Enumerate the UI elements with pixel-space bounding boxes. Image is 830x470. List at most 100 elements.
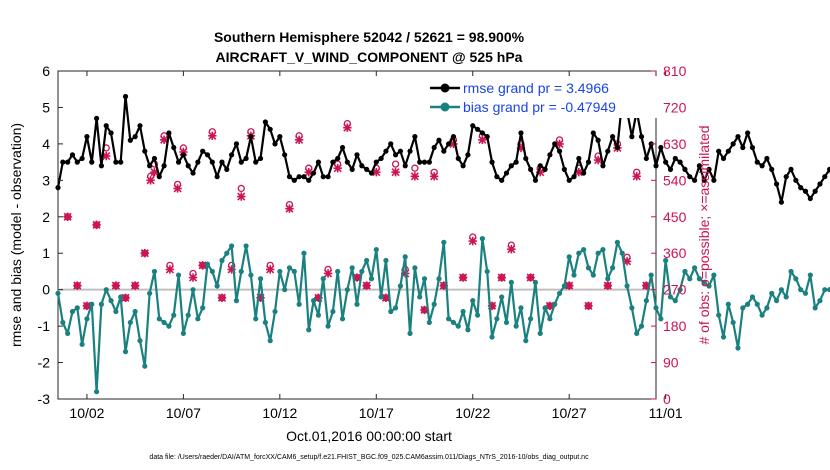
bias-point <box>494 316 500 322</box>
obs-assimilated-point <box>179 147 188 157</box>
bias-point <box>224 250 230 256</box>
rmse-point <box>503 170 510 176</box>
bias-point <box>822 287 828 293</box>
bias-point <box>108 298 114 304</box>
bias-point <box>542 305 548 311</box>
bias-point <box>581 246 587 253</box>
bias-point <box>243 243 249 249</box>
rmse-point <box>301 174 307 180</box>
bias-point <box>127 319 133 326</box>
bias-point <box>508 279 514 285</box>
bias-point <box>614 239 621 245</box>
data-file-footnote: data file: /Users/raeder/DAI/ATM_forcXX/… <box>149 454 589 461</box>
bias-point <box>359 268 365 275</box>
rmse-point <box>383 148 389 154</box>
bias-point <box>238 268 244 275</box>
bias-point <box>171 312 177 318</box>
bias-point <box>716 312 722 318</box>
bias-point <box>783 294 789 300</box>
bias-point <box>417 294 423 300</box>
bias-point <box>286 265 293 271</box>
obs-assimilated-point <box>564 281 574 290</box>
bias-point <box>561 283 567 289</box>
rmse-point <box>450 134 457 140</box>
rmse-point <box>711 177 717 183</box>
rmse-point <box>426 159 432 165</box>
rmse-point <box>807 195 813 202</box>
obs-assimilated-point <box>536 168 545 177</box>
bias-point <box>812 305 818 311</box>
rmse-point <box>142 148 148 154</box>
bias-point <box>257 276 264 282</box>
obs-assimilated-point <box>497 273 506 282</box>
bias-point <box>455 323 461 329</box>
rmse-point <box>455 155 461 162</box>
obs-assimilated-point <box>526 273 535 282</box>
rmse-point <box>417 159 423 165</box>
rmse-point <box>214 174 220 180</box>
rmse-point <box>171 144 177 151</box>
rmse-point <box>69 152 76 158</box>
bias-point <box>470 298 476 304</box>
rmse-point <box>286 174 293 180</box>
obs-assimilated-point <box>198 261 207 270</box>
bias-point <box>335 268 341 275</box>
y-tick-label: -3 <box>38 391 51 407</box>
obs-assimilated-point <box>82 301 92 311</box>
rmse-point <box>600 163 606 169</box>
rmse-point <box>812 188 818 194</box>
bias-point <box>421 276 428 282</box>
bias-point <box>749 294 756 300</box>
obs-assimilated-point <box>584 301 593 311</box>
x-tick-label: 10/02 <box>69 405 104 421</box>
bias-point <box>706 283 712 289</box>
rmse-point <box>494 174 500 180</box>
rmse-point <box>277 134 283 140</box>
bias-point <box>330 308 336 315</box>
bias-point <box>571 272 577 278</box>
bias-point <box>528 316 534 322</box>
obs-assimilated-point <box>173 184 182 193</box>
bias-point <box>113 308 119 315</box>
rmse-point <box>402 163 408 169</box>
rmse-point <box>614 144 621 151</box>
rmse-point <box>378 155 384 162</box>
rmse-point <box>248 134 254 140</box>
rmse-point <box>84 134 90 140</box>
obs-assimilated-point <box>593 155 603 165</box>
bias-point <box>634 330 640 336</box>
rmse-point <box>166 130 172 136</box>
bias-point <box>479 236 485 242</box>
rmse-point <box>508 163 514 169</box>
bias-point <box>638 323 645 329</box>
y-tick-label: 4 <box>42 136 50 152</box>
rmse-point <box>638 134 645 140</box>
rmse-point <box>272 141 278 147</box>
rmse-point <box>532 177 539 183</box>
rmse-point <box>658 144 664 151</box>
y-right-tick-label: 90 <box>663 355 679 371</box>
bias-point <box>65 330 71 336</box>
obs-assimilated-point <box>265 265 275 274</box>
rmse-point <box>373 159 379 165</box>
bias-point <box>590 272 596 278</box>
obs-assimilated-point <box>420 305 429 315</box>
rmse-point <box>542 166 548 172</box>
rmse-point <box>764 155 770 162</box>
rmse-point <box>609 134 616 140</box>
rmse-point <box>663 159 669 165</box>
rmse-point <box>566 177 572 183</box>
rmse-point <box>759 163 765 169</box>
obs-possible-point <box>237 184 245 193</box>
x-axis-label: Oct.01,2016 00:00:00 start <box>286 428 452 444</box>
obs-assimilated-point <box>227 265 236 274</box>
bias-point <box>262 319 268 326</box>
bias-point <box>653 305 659 311</box>
obs-assimilated-point <box>159 135 169 145</box>
y-right-tick-label: 270 <box>663 282 687 298</box>
rmse-point <box>55 185 61 191</box>
bias-point <box>122 349 129 355</box>
rmse-point <box>499 177 505 183</box>
rmse-point <box>552 141 558 147</box>
bias-point <box>156 316 162 322</box>
